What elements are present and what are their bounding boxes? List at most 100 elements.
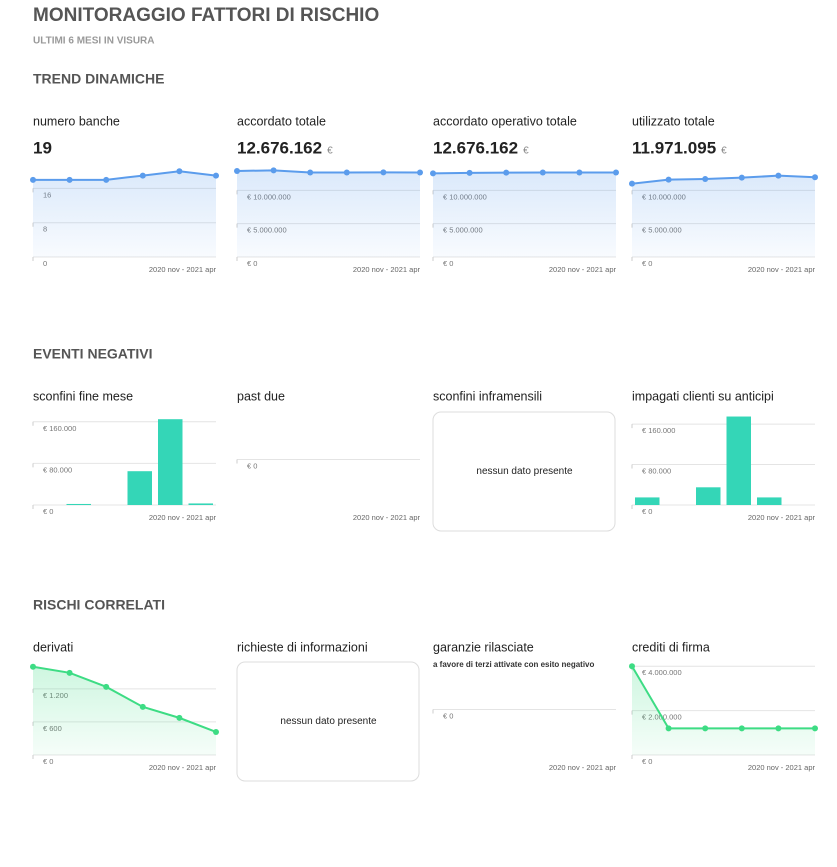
point [380, 169, 387, 176]
y-tick-label: € 0 [642, 757, 652, 766]
point [30, 176, 36, 183]
point [613, 169, 619, 176]
y-tick-label: € 80.000 [642, 467, 671, 476]
x-axis-label: 2020 nov - 2021 apr [149, 265, 217, 274]
point [417, 169, 423, 176]
bar [635, 497, 660, 505]
bar [696, 487, 721, 505]
y-tick-label: € 0 [247, 461, 257, 470]
point [812, 174, 818, 181]
bar [726, 416, 751, 505]
line [631, 665, 815, 730]
point [66, 669, 73, 676]
y-tick-label: 0 [43, 259, 47, 268]
headline-unit: € [327, 146, 333, 157]
page-subtitle: ULTIMI 6 MESI IN VISURA [33, 36, 155, 47]
y-tick-label: € 0 [247, 259, 257, 268]
section-title: RISCHI CORRELATI [33, 597, 165, 613]
y-tick-label: € 160.000 [642, 426, 675, 435]
point [629, 180, 635, 187]
bar [188, 503, 213, 505]
y-tick-label: € 0 [43, 757, 53, 766]
y-tick-label: € 80.000 [43, 465, 72, 474]
x-axis-label: 2020 nov - 2021 apr [549, 763, 617, 772]
bar [158, 419, 183, 505]
card-title: past due [237, 389, 285, 403]
point [213, 172, 219, 179]
headline-unit: € [721, 146, 727, 157]
x-axis-label: 2020 nov - 2021 apr [748, 265, 816, 274]
point [576, 169, 583, 176]
point [139, 172, 146, 179]
empty-box [236, 661, 420, 782]
line [32, 665, 217, 733]
line [236, 169, 421, 174]
line [33, 170, 217, 181]
point [775, 172, 782, 179]
area [237, 170, 420, 257]
headline-value: 12.676.162 [433, 138, 518, 157]
y-tick-label: € 0 [43, 507, 53, 516]
card-title: richieste di informazioni [237, 640, 368, 654]
x-axis-label: 2020 nov - 2021 apr [748, 513, 816, 522]
card-title: utilizzato totale [632, 114, 715, 128]
point [139, 703, 146, 710]
point [629, 663, 635, 670]
point [503, 169, 510, 176]
area [33, 666, 216, 755]
x-axis-label: 2020 nov - 2021 apr [748, 763, 816, 772]
card-title: derivati [33, 640, 73, 654]
x-axis-label: 2020 nov - 2021 apr [149, 513, 217, 522]
point [812, 725, 818, 732]
y-tick-label: € 0 [642, 259, 652, 268]
x-axis-label: 2020 nov - 2021 apr [549, 265, 617, 274]
card-title: numero banche [33, 114, 120, 128]
point [176, 714, 183, 721]
point [103, 683, 110, 690]
x-axis-label: 2020 nov - 2021 apr [353, 513, 421, 522]
point [213, 728, 219, 735]
line [631, 174, 816, 185]
point [665, 725, 672, 732]
point [665, 176, 672, 183]
page-title: MONITORAGGIO FATTORI DI RISCHIO [33, 5, 379, 26]
point [307, 169, 314, 176]
line [432, 171, 616, 175]
point [343, 169, 350, 176]
point [702, 725, 709, 732]
empty-box [432, 411, 616, 532]
card-title: sconfini fine mese [33, 389, 133, 403]
card-title: impagati clienti su anticipi [632, 389, 774, 403]
card-subtitle: a favore di terzi attivate con esito neg… [433, 660, 594, 669]
point [270, 167, 277, 174]
point [103, 176, 110, 183]
headline-value: 19 [33, 138, 52, 157]
section-title: TREND DINAMICHE [33, 71, 164, 87]
point [30, 663, 36, 670]
area [33, 171, 216, 257]
headline-value: 11.971.095 [632, 138, 716, 157]
area [632, 175, 815, 257]
point [539, 169, 546, 176]
area [433, 172, 616, 257]
y-tick-label: € 4.000.000 [642, 668, 682, 677]
point [702, 176, 709, 182]
point [466, 169, 473, 176]
bar [127, 471, 152, 505]
empty-message: nessun dato presente [280, 716, 377, 727]
headline-unit: € [523, 146, 529, 157]
point [66, 176, 73, 183]
x-axis-label: 2020 nov - 2021 apr [353, 265, 421, 274]
y-tick-label: € 0 [443, 259, 453, 268]
y-tick-label: € 160.000 [43, 424, 76, 433]
headline-value: 12.676.162 [237, 138, 322, 157]
x-axis-label: 2020 nov - 2021 apr [149, 763, 217, 772]
area [632, 666, 815, 755]
y-tick-label: € 0 [642, 507, 652, 516]
point [234, 168, 240, 174]
card-title: sconfini inframensili [433, 389, 542, 403]
bar [66, 503, 91, 505]
bar [757, 497, 782, 505]
